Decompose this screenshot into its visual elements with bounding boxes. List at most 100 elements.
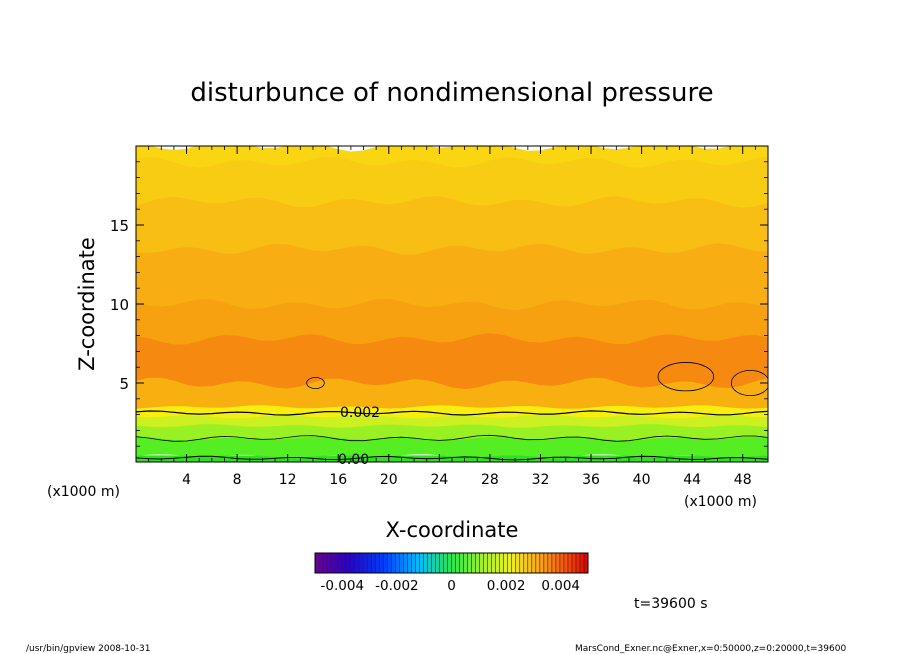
colorbar-tick-label: 0.004 <box>541 578 580 594</box>
footer-dataset: MarsCond_Exner.nc@Exner,x=0:50000,z=0:20… <box>575 644 846 654</box>
colorbar-swatch <box>547 553 552 573</box>
colorbar-swatch <box>503 553 508 573</box>
contour-band <box>136 195 768 255</box>
colorbar-swatch <box>559 553 564 573</box>
contour-line-0002 <box>136 410 768 416</box>
x-tick-label: 8 <box>233 472 242 488</box>
x-unit-right: (x1000 m) <box>684 494 757 510</box>
colorbar-swatch <box>527 553 532 573</box>
colorbar-swatch <box>315 553 320 573</box>
contour-closed-region <box>306 377 325 389</box>
colorbar-swatch <box>359 553 364 573</box>
y-axis-label: Z-coordinate <box>75 237 99 371</box>
colorbar-swatch <box>327 553 332 573</box>
colorbar-swatch <box>335 553 340 573</box>
contour-band <box>136 146 768 168</box>
colorbar-swatch <box>367 553 372 573</box>
x-tick-label: 36 <box>582 472 600 488</box>
x-tick-label: 4 <box>182 472 191 488</box>
colorbar-swatch <box>479 553 484 573</box>
contour-label-0000: 0.00 <box>338 452 369 468</box>
colorbar-swatch <box>395 553 400 573</box>
y-tick-label: 5 <box>119 375 129 393</box>
colorbar-frame <box>314 552 589 574</box>
x-tick-labels: 4 8 12 16 20 24 28 32 36 40 44 48 <box>182 472 752 488</box>
colorbar-swatch <box>399 553 404 573</box>
colorbar-swatch <box>519 553 524 573</box>
colorbar-swatch <box>423 553 428 573</box>
colorbar-swatch <box>511 553 516 573</box>
colorbar-swatch <box>391 553 396 573</box>
colorbar-swatch <box>331 553 336 573</box>
colorbar-swatch <box>539 553 544 573</box>
contour-closed-region <box>730 369 768 397</box>
colorbar-swatch <box>579 553 584 573</box>
colorbar-tick-labels: -0.004 -0.002 0 0.002 0.004 <box>321 578 580 594</box>
x-tick-label: 20 <box>380 472 398 488</box>
contour-fill <box>136 146 768 462</box>
contour-lines <box>136 362 768 461</box>
colorbar-swatch <box>471 553 476 573</box>
y-tick-label: 10 <box>110 296 129 314</box>
axis-ticks <box>136 146 768 462</box>
colorbar-swatch <box>475 553 480 573</box>
colorbar-swatch <box>319 553 324 573</box>
colorbar-swatch <box>455 553 460 573</box>
x-tick-label: 12 <box>279 472 297 488</box>
colorbar-swatch <box>411 553 416 573</box>
colorbar-swatch <box>323 553 328 573</box>
colorbar-swatch <box>407 553 412 573</box>
colorbar-swatch <box>543 553 548 573</box>
colorbar-swatch <box>555 553 560 573</box>
colorbar: -0.004 -0.002 0 0.002 0.004 <box>314 552 589 594</box>
colorbar-swatch <box>435 553 440 573</box>
colorbar-swatch <box>339 553 344 573</box>
colorbar-swatch <box>583 553 588 573</box>
colorbar-swatch <box>427 553 432 573</box>
colorbar-swatch <box>363 553 368 573</box>
colorbar-swatch <box>415 553 420 573</box>
x-tick-label: 28 <box>481 472 499 488</box>
contour-closed-region <box>657 362 715 392</box>
colorbar-swatch <box>343 553 348 573</box>
contour-label-0002: 0.002 <box>340 405 380 421</box>
colorbar-swatch <box>495 553 500 573</box>
colorbar-swatch <box>371 553 376 573</box>
y-tick-labels: 5 10 15 <box>110 217 129 393</box>
contour-band <box>136 423 768 441</box>
x-tick-label: 24 <box>430 472 448 488</box>
time-label: t=39600 s <box>634 596 708 612</box>
x-axis-label: X-coordinate <box>386 518 519 542</box>
contour-line-0000 <box>136 455 768 461</box>
footer-command: /usr/bin/gpview 2008-10-31 <box>26 644 150 654</box>
colorbar-swatch <box>467 553 472 573</box>
colorbar-swatch <box>451 553 456 573</box>
colorbar-swatch <box>567 553 572 573</box>
colorbar-swatch <box>459 553 464 573</box>
colorbar-swatch <box>439 553 444 573</box>
colorbar-swatch <box>383 553 388 573</box>
colorbar-swatch <box>491 553 496 573</box>
colorbar-swatch <box>499 553 504 573</box>
x-tick-label: 44 <box>683 472 701 488</box>
colorbar-swatch <box>463 553 468 573</box>
colorbar-swatch <box>483 553 488 573</box>
colorbar-swatch <box>351 553 356 573</box>
colorbar-swatch <box>403 553 408 573</box>
contour-line-0001 <box>136 434 768 442</box>
colorbar-swatch <box>563 553 568 573</box>
colorbar-tick-label: -0.002 <box>375 578 419 594</box>
colorbar-tick-label: 0 <box>447 578 456 594</box>
x-unit-left: (x1000 m) <box>47 484 120 500</box>
colorbar-swatch <box>507 553 512 573</box>
colorbar-swatch <box>523 553 528 573</box>
colorbar-swatch <box>487 553 492 573</box>
colorbar-swatch <box>431 553 436 573</box>
colorbar-swatch <box>551 553 556 573</box>
colorbar-stripes <box>314 553 588 573</box>
colorbar-tick-label: 0.002 <box>487 578 526 594</box>
colorbar-swatch <box>379 553 384 573</box>
colorbar-swatch <box>531 553 536 573</box>
chart-title: disturbunce of nondimensional pressure <box>190 78 713 108</box>
